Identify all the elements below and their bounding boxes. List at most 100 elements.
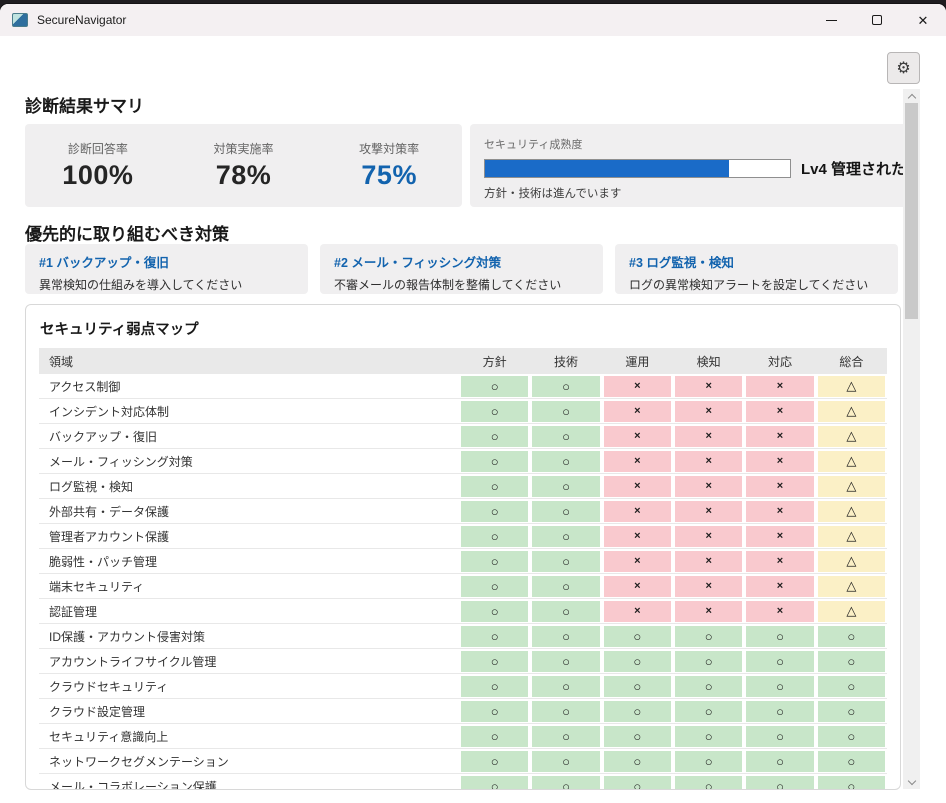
status-cell-ok: ○ (461, 750, 529, 772)
status-cell-ng: × (675, 400, 743, 422)
stat-value: 75% (361, 160, 417, 190)
priority-card-2[interactable]: #2 メール・フィッシング対策 不審メールの報告体制を整備してください (320, 244, 603, 294)
table-row: ID保護・アカウント侵害対策 ○ ○ ○ ○ ○ ○ (39, 624, 887, 649)
status-cell-ng: × (675, 475, 743, 497)
status-cell-ng: × (603, 450, 671, 472)
status-cell-ok: ○ (532, 750, 600, 772)
area-label: アクセス制御 (49, 379, 121, 394)
status-cell-ng: × (746, 375, 814, 397)
status-cell-ok: ○ (461, 450, 529, 472)
table-row: メール・フィッシング対策 ○ ○ × × × △ (39, 449, 887, 474)
close-button[interactable]: ✕ (900, 4, 946, 36)
area-label: バックアップ・復旧 (49, 429, 158, 444)
maturity-level: Lv4 管理された (800, 161, 906, 178)
status-cell-ng: × (746, 500, 814, 522)
area-label: ログ監視・検知 (49, 479, 134, 494)
priority-title-text: メール・フィッシング対策 (351, 256, 502, 270)
status-cell-warn: △ (817, 600, 885, 622)
status-cell-ok: ○ (532, 575, 600, 597)
status-cell-ng: × (603, 475, 671, 497)
scrollbar-down-button[interactable] (903, 775, 920, 789)
area-label: インシデント対応体制 (49, 404, 170, 419)
status-cell-ok: ○ (746, 625, 814, 647)
status-cell-ok: ○ (532, 725, 600, 747)
status-cell-warn: △ (817, 500, 885, 522)
status-cell-ok: ○ (532, 375, 600, 397)
status-cell-ok: ○ (746, 775, 814, 789)
status-cell-warn: △ (817, 450, 885, 472)
area-label: メール・フィッシング対策 (49, 454, 193, 469)
scrollbar-thumb[interactable] (905, 103, 918, 319)
status-cell-ok: ○ (532, 550, 600, 572)
status-cell-ok: ○ (461, 725, 529, 747)
stats-panel: 診断回答率 100% 対策実施率 78% 攻撃対策率 75% (25, 124, 462, 207)
window-title: SecureNavigator (37, 13, 127, 27)
status-cell-ng: × (675, 550, 743, 572)
stat-label: 対策実施率 (213, 142, 274, 156)
status-cell-ng: × (603, 400, 671, 422)
app-icon (12, 13, 28, 27)
status-cell-ng: × (746, 525, 814, 547)
status-cell-ok: ○ (746, 725, 814, 747)
chevron-up-icon (907, 93, 916, 102)
status-cell-ok: ○ (532, 700, 600, 722)
column-header: 領域 (49, 354, 74, 369)
status-cell-ok: ○ (817, 750, 885, 772)
status-cell-ok: ○ (461, 575, 529, 597)
summary-heading: 診断結果サマリ (25, 97, 144, 116)
maximize-button[interactable] (854, 4, 900, 36)
status-cell-warn: △ (817, 375, 885, 397)
status-cell-ok: ○ (675, 725, 743, 747)
status-cell-ok: ○ (461, 650, 529, 672)
area-label: クラウドセキュリティ (49, 679, 169, 694)
status-cell-ok: ○ (461, 775, 529, 789)
status-cell-ok: ○ (532, 625, 600, 647)
maturity-progress-fill (485, 160, 729, 177)
status-cell-ok: ○ (532, 400, 600, 422)
column-header: 対応 (767, 354, 792, 369)
priority-desc: ログの異常検知アラートを設定してください (629, 278, 869, 292)
status-cell-ok: ○ (532, 475, 600, 497)
status-cell-ok: ○ (461, 375, 529, 397)
window-controls: ✕ (808, 4, 946, 36)
status-cell-ok: ○ (675, 650, 743, 672)
priority-title-text: バックアップ・復旧 (56, 256, 169, 270)
stat-answer-rate: 診断回答率 100% (25, 140, 171, 191)
status-cell-ng: × (675, 525, 743, 547)
column-header: 技術 (553, 354, 578, 369)
weakness-map-title: セキュリティ弱点マップ (40, 322, 199, 338)
status-cell-ok: ○ (603, 650, 671, 672)
stat-label: 診断回答率 (67, 142, 128, 156)
status-cell-warn: △ (817, 575, 885, 597)
status-cell-ng: × (746, 600, 814, 622)
status-cell-warn: △ (817, 550, 885, 572)
area-label: 端末セキュリティ (49, 579, 145, 594)
title-bar: SecureNavigator ✕ (0, 4, 946, 36)
priority-card-3[interactable]: #3 ログ監視・検知 ログの異常検知アラートを設定してください (615, 244, 898, 294)
vertical-scrollbar[interactable] (903, 89, 920, 789)
area-label: 脆弱性・パッチ管理 (49, 554, 158, 569)
column-header: 方針 (482, 354, 507, 369)
area-label: 外部共有・データ保護 (49, 504, 170, 519)
table-row: アカウントライフサイクル管理 ○ ○ ○ ○ ○ ○ (39, 649, 887, 674)
status-cell-ok: ○ (603, 775, 671, 789)
chevron-down-icon (907, 776, 916, 785)
status-cell-ok: ○ (532, 425, 600, 447)
priority-rank: #1 (39, 256, 53, 270)
status-cell-ng: × (746, 475, 814, 497)
status-cell-ok: ○ (532, 600, 600, 622)
close-icon: ✕ (917, 12, 929, 28)
settings-button[interactable]: ⚙ (887, 52, 920, 84)
status-cell-ok: ○ (746, 650, 814, 672)
status-cell-ng: × (603, 600, 671, 622)
scrollbar-up-button[interactable] (903, 89, 920, 103)
priority-card-1[interactable]: #1 バックアップ・復旧 異常検知の仕組みを導入してください (25, 244, 308, 294)
minimize-button[interactable] (808, 4, 854, 36)
priority-title: #1 バックアップ・復旧 (39, 252, 294, 271)
status-cell-ok: ○ (532, 775, 600, 789)
gear-icon: ⚙ (896, 60, 911, 77)
column-header: 運用 (625, 354, 650, 369)
status-cell-warn: △ (817, 425, 885, 447)
table-row: 脆弱性・パッチ管理 ○ ○ × × × △ (39, 549, 887, 574)
priority-rank: #3 (629, 256, 643, 270)
